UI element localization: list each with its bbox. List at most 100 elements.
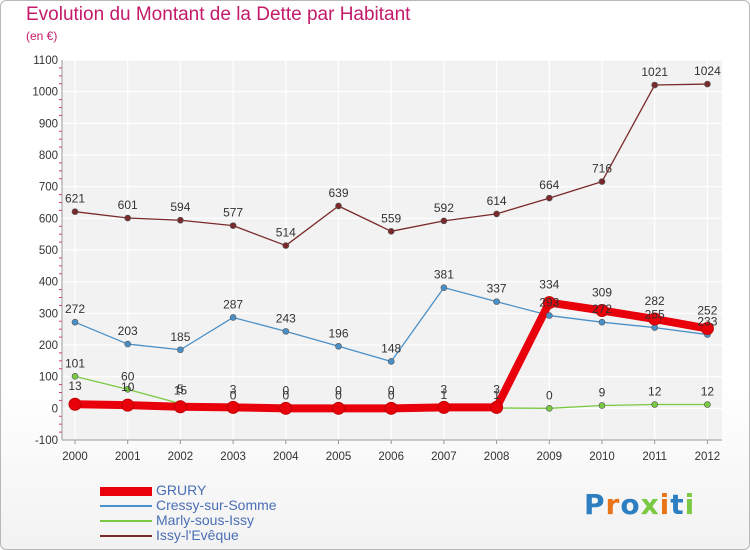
data-label: 0	[230, 388, 237, 402]
data-label: 621	[65, 192, 85, 206]
data-label: 287	[223, 297, 243, 311]
data-label: 196	[328, 326, 348, 340]
data-point	[124, 214, 131, 222]
data-point	[71, 318, 79, 326]
data-label: 614	[487, 194, 507, 208]
data-label: 252	[697, 304, 717, 318]
data-label: 293	[539, 296, 559, 310]
data-label: 15	[174, 384, 188, 398]
data-label: 282	[645, 294, 665, 308]
y-tick-label: 800	[39, 150, 58, 162]
chart-title: Evolution du Montant de la Dette par Hab…	[26, 4, 411, 25]
data-label: 334	[539, 278, 559, 292]
y-tick-label: 900	[39, 118, 58, 130]
y-tick-label: 100	[39, 372, 58, 384]
data-point	[229, 314, 237, 321]
data-label: 10	[121, 380, 135, 394]
x-tick-label: 2009	[537, 451, 563, 463]
y-tick-label: 500	[39, 245, 58, 257]
data-point	[124, 340, 131, 348]
legend-label: Marly-sous-Issy	[156, 512, 255, 528]
data-label: 0	[388, 388, 395, 402]
data-point	[651, 81, 659, 89]
data-label: 514	[276, 226, 296, 240]
x-tick-label: 2005	[326, 451, 352, 463]
legend-label: GRURY	[156, 482, 207, 498]
y-tick-label: 0	[52, 403, 58, 415]
y-tick-label: 400	[39, 277, 58, 289]
legend-label: Cressy-sur-Somme	[156, 497, 277, 513]
x-tick-label: 2010	[589, 451, 615, 463]
proxiti-logo: Proxiti	[584, 488, 696, 521]
unit-label: (en €)	[26, 29, 58, 43]
x-tick-label: 2001	[115, 451, 141, 463]
data-label: 1021	[641, 65, 668, 79]
data-point	[71, 373, 79, 380]
data-label: 0	[282, 383, 289, 397]
data-label: 639	[328, 186, 348, 200]
legend-swatch	[100, 520, 152, 522]
data-label: 0	[546, 388, 553, 402]
data-label: 233	[697, 315, 717, 329]
data-point	[68, 397, 82, 411]
y-tick-label: 1000	[32, 87, 58, 99]
data-label: 1	[441, 388, 448, 402]
data-label: 243	[276, 311, 296, 325]
y-tick-label: 700	[39, 182, 58, 194]
data-label: 0	[335, 388, 342, 402]
legend-swatch	[100, 487, 152, 496]
data-label: 272	[592, 302, 612, 316]
data-label: 664	[539, 178, 559, 192]
data-label: 1024	[694, 64, 721, 78]
data-label: 3	[441, 382, 448, 396]
data-point	[493, 298, 500, 305]
data-label: 5	[177, 382, 184, 396]
data-point	[229, 222, 237, 229]
data-label: 716	[592, 162, 612, 176]
data-label: 559	[381, 211, 401, 225]
data-label: 337	[487, 282, 507, 296]
x-tick-label: 2011	[642, 451, 667, 463]
y-tick-label: 600	[39, 213, 58, 225]
data-point	[226, 400, 240, 414]
data-label: 148	[381, 341, 401, 355]
x-tick-label: 2000	[62, 451, 88, 463]
data-point	[282, 328, 290, 335]
data-label: 9	[599, 385, 606, 399]
data-label: 185	[170, 330, 190, 344]
data-label: 577	[223, 206, 243, 220]
data-point	[121, 398, 135, 412]
data-point	[279, 401, 293, 415]
data-label: 272	[65, 302, 85, 316]
data-point	[704, 80, 711, 88]
x-tick-label: 2007	[431, 451, 457, 463]
data-point	[173, 400, 187, 414]
data-label: 592	[434, 201, 454, 215]
data-point	[387, 358, 395, 365]
data-point	[282, 242, 290, 249]
data-point	[437, 400, 451, 414]
data-point	[440, 284, 448, 291]
data-point	[598, 402, 606, 409]
data-point	[595, 303, 609, 317]
data-point	[651, 401, 659, 408]
data-label: 203	[118, 324, 138, 338]
data-label: 0	[388, 383, 395, 397]
data-label: 3	[493, 382, 500, 396]
data-label: 13	[68, 379, 82, 393]
data-point	[332, 401, 345, 415]
x-tick-label: 2004	[273, 451, 299, 463]
data-label: 101	[65, 356, 85, 370]
data-point	[700, 322, 714, 336]
legend-swatch	[100, 505, 152, 507]
data-point	[335, 342, 342, 350]
data-label: 1	[493, 388, 500, 402]
data-label: 60	[121, 369, 135, 383]
data-label: 601	[118, 198, 138, 212]
data-point	[704, 401, 711, 408]
y-tick-label: 300	[39, 308, 58, 320]
data-label: 255	[645, 308, 665, 322]
data-label: 12	[701, 385, 715, 399]
data-point	[648, 312, 662, 326]
x-tick-label: 2006	[378, 451, 404, 463]
